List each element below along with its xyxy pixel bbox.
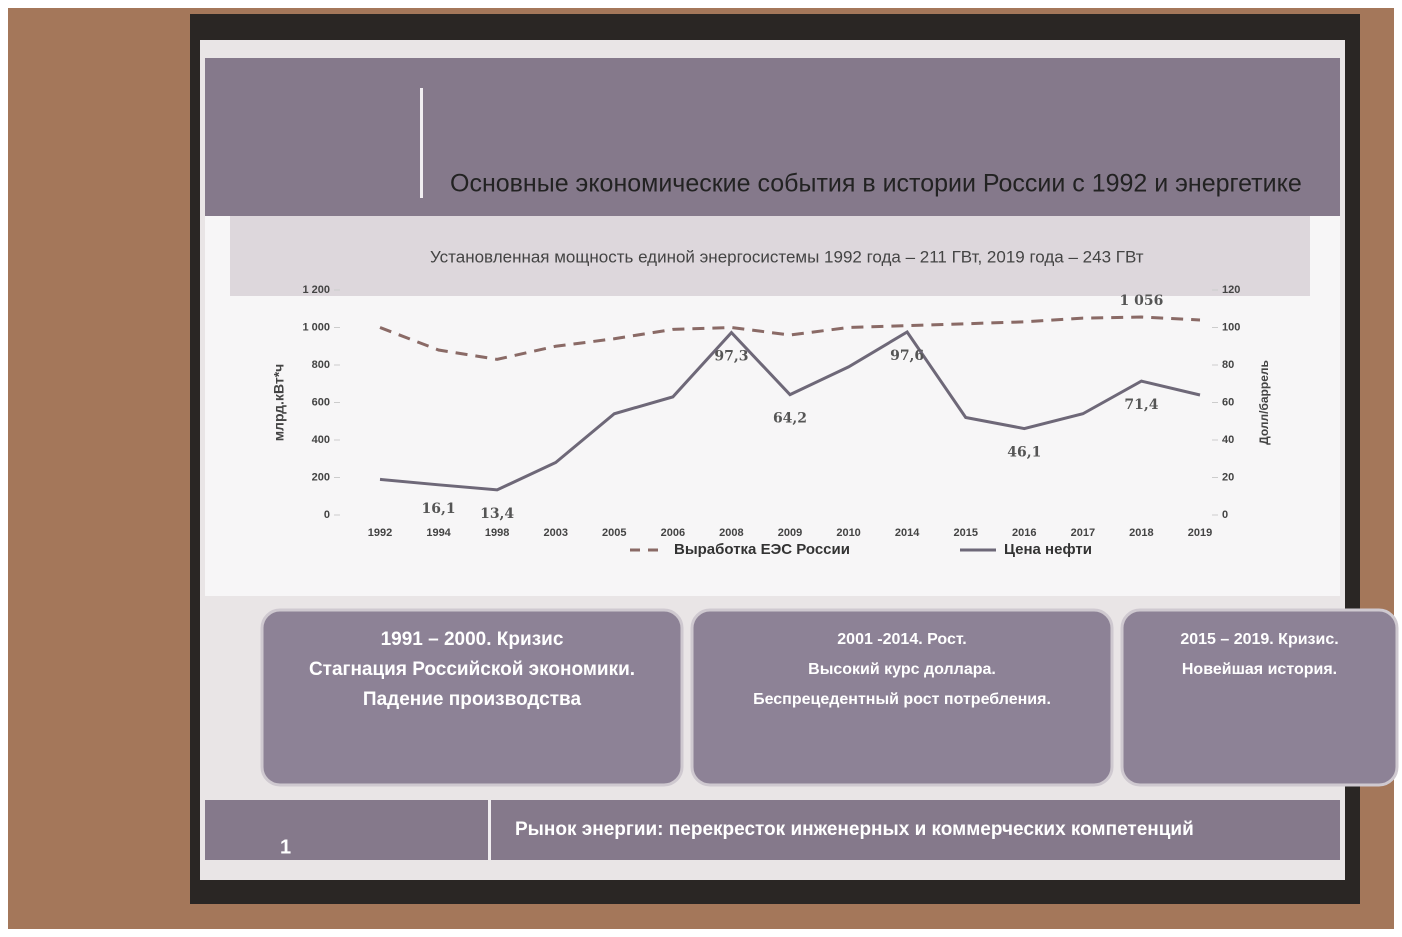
x-tick-label: 2014 [895, 527, 920, 539]
data-label: 1 056 [1120, 293, 1164, 309]
y-tick-label: 1 200 [302, 284, 330, 296]
x-tick-label: 2017 [1071, 527, 1095, 539]
y2-tick-label: 120 [1222, 284, 1240, 296]
data-label: 46,1 [1007, 445, 1041, 461]
y-tick-label: 0 [324, 509, 330, 521]
photo: Основные экономические события в истории… [0, 0, 1402, 937]
footer-divider [488, 800, 491, 860]
event-box-line: 2001 -2014. Рост. [837, 631, 966, 648]
event-box-line: Стагнация Российской экономики. [309, 659, 635, 680]
data-label: 71,4 [1124, 397, 1158, 413]
x-tick-label: 2008 [719, 527, 743, 539]
x-tick-label: 1994 [426, 527, 451, 539]
x-tick-label: 2018 [1129, 527, 1153, 539]
x-tick-label: 2006 [661, 527, 685, 539]
data-label: 64,2 [773, 411, 807, 427]
y2-tick-label: 100 [1222, 321, 1240, 333]
x-tick-label: 2010 [836, 527, 860, 539]
y2-axis-label: Долл/баррель [1257, 360, 1271, 445]
y-tick-label: 1 000 [302, 321, 330, 333]
x-tick-label: 2009 [778, 527, 802, 539]
y2-tick-label: 0 [1222, 509, 1228, 521]
event-box-line: Высокий курс доллара. [808, 661, 996, 678]
slide-title: Основные экономические события в истории… [450, 170, 1302, 198]
footer-text: Рынок энергии: перекресток инженерных и … [515, 819, 1194, 840]
x-tick-label: 2015 [953, 527, 977, 539]
data-label: 97,3 [714, 349, 748, 365]
event-box-line: Беспрецедентный рост потребления. [753, 691, 1051, 708]
x-tick-label: 1998 [485, 527, 509, 539]
x-tick-label: 2005 [602, 527, 626, 539]
y-tick-label: 600 [312, 396, 330, 408]
y2-tick-label: 60 [1222, 396, 1234, 408]
y-tick-label: 200 [312, 471, 330, 483]
x-tick-label: 2019 [1188, 527, 1212, 539]
event-box-line: Новейшая история. [1182, 661, 1337, 678]
data-label: 13,4 [480, 506, 514, 522]
y2-tick-label: 40 [1222, 434, 1234, 446]
x-tick-label: 2003 [543, 527, 567, 539]
y-axis-label: млрд.кВт*ч [271, 364, 287, 442]
event-box-line: Падение производства [363, 689, 582, 710]
event-box-line: 2015 – 2019. Кризис. [1180, 631, 1338, 648]
data-label: 97,6 [890, 348, 924, 364]
legend-label: Выработка ЕЭС России [674, 541, 850, 558]
page-number: 1 [280, 836, 291, 858]
data-label: 16,1 [422, 501, 456, 517]
header-divider [420, 88, 423, 198]
y2-tick-label: 80 [1222, 359, 1234, 371]
event-box-line: 1991 – 2000. Кризис [381, 629, 564, 650]
x-tick-label: 1992 [368, 527, 392, 539]
x-tick-label: 2016 [1012, 527, 1036, 539]
y2-tick-label: 20 [1222, 471, 1234, 483]
y-tick-label: 400 [312, 434, 330, 446]
y-tick-label: 800 [312, 359, 330, 371]
legend-label: Цена нефти [1004, 541, 1092, 558]
slide-subtitle: Установленная мощность единой энергосист… [430, 247, 1144, 266]
